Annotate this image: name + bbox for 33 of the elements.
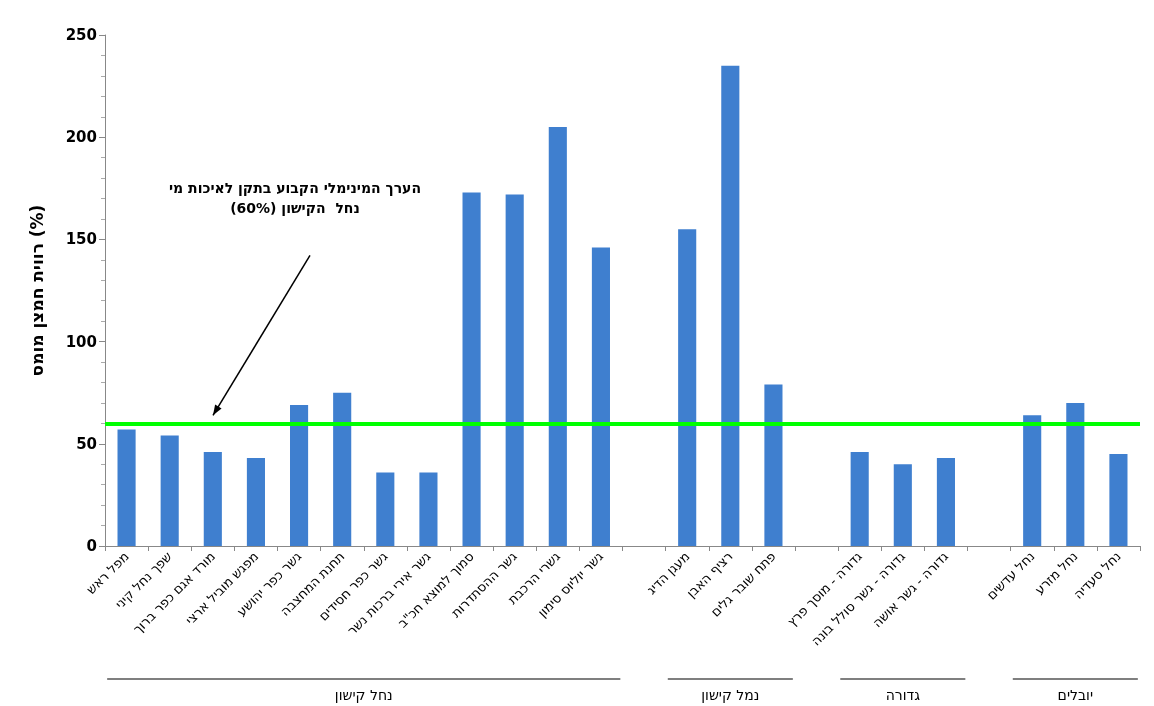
text: נחל קישון xyxy=(334,687,393,703)
bar xyxy=(850,451,869,546)
y-tick-label: 250 xyxy=(65,26,97,44)
text: גדורה xyxy=(885,687,921,703)
annotation: הערך המינימלי הקבוע בתקן לאיכות מי נחל הקישון (60%) xyxy=(168,180,422,217)
bar xyxy=(117,429,136,546)
bar xyxy=(246,458,265,546)
bar xyxy=(333,392,352,546)
bar xyxy=(505,194,524,546)
bar xyxy=(203,451,222,546)
y-axis-title: רווית חמצן מומס (%) xyxy=(26,204,47,377)
bar xyxy=(290,404,309,546)
bar xyxy=(893,464,912,546)
y-tick-label: 150 xyxy=(65,230,97,249)
bar xyxy=(1023,415,1042,546)
y-tick-label: 0 xyxy=(86,537,97,555)
y-tick-label: 200 xyxy=(65,128,97,147)
bar xyxy=(462,192,481,546)
bar xyxy=(678,229,697,546)
y-tick-label: 100 xyxy=(65,332,97,351)
bar xyxy=(721,65,740,546)
bar xyxy=(1109,454,1128,546)
bar xyxy=(936,458,955,546)
text: נמל קישון xyxy=(701,687,760,703)
bar xyxy=(548,126,567,546)
bar xyxy=(764,384,783,546)
bar xyxy=(591,247,610,546)
bar xyxy=(376,472,395,546)
bar xyxy=(160,435,179,546)
y-tick-label: 50 xyxy=(76,434,97,453)
text: יובלים xyxy=(1057,687,1094,703)
bar xyxy=(419,472,438,546)
bar xyxy=(1066,402,1085,546)
